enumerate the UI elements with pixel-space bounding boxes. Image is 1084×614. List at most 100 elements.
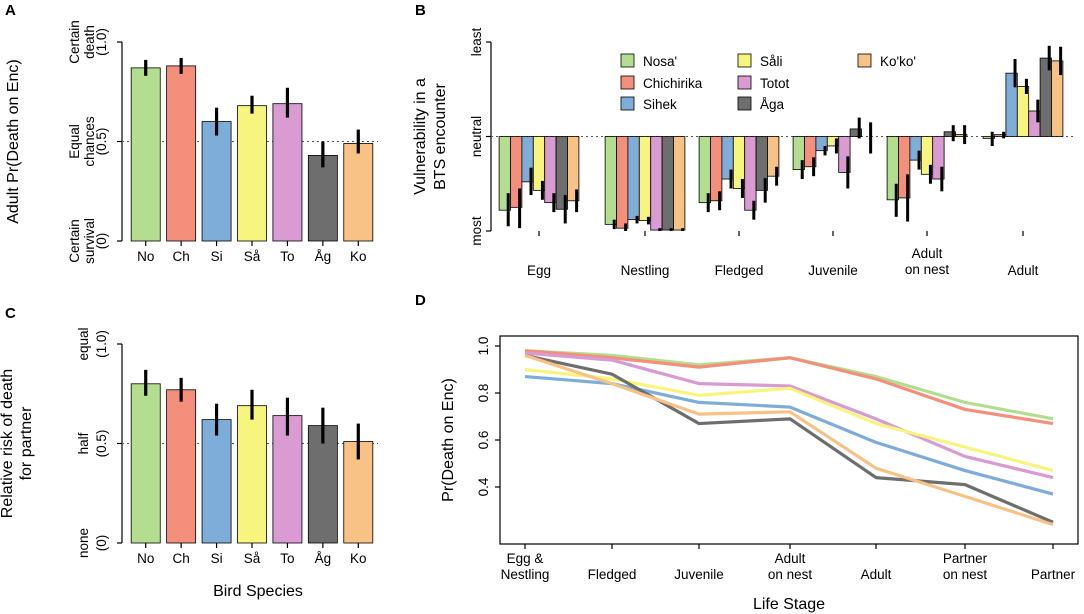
y-tick-label: Equalchances	[67, 116, 97, 167]
x-tick-label: Juvenile	[674, 567, 724, 582]
legend-swatch	[857, 53, 872, 68]
bar	[1051, 60, 1064, 137]
bar	[955, 134, 968, 137]
legend-swatch	[737, 96, 752, 111]
x-tick-label: Partner on nest	[943, 551, 988, 582]
x-tick-label: Juvenile	[808, 263, 858, 278]
x-tick-label: Fledged	[588, 567, 637, 582]
x-tick-label: Adult	[861, 567, 892, 582]
legend-label: Ko'ko'	[880, 54, 916, 69]
x-axis-label: Bird Species	[213, 583, 303, 600]
bar	[343, 143, 374, 242]
y-tick-label: neutral	[469, 116, 484, 157]
x-tick-label: To	[280, 249, 294, 264]
bar	[544, 136, 557, 204]
x-tick-label: Adult	[1008, 263, 1039, 278]
bar	[201, 419, 232, 544]
y-tick-number: (0.5)	[94, 430, 109, 458]
bar	[237, 405, 267, 544]
bar	[698, 136, 711, 204]
y-tick-label-group: half (0.5)	[76, 430, 109, 458]
x-tick-label: Nestling	[621, 263, 670, 278]
bar	[272, 415, 303, 544]
bar	[237, 105, 267, 242]
legend-label: Sihek	[643, 97, 677, 112]
legend-label: Totot	[760, 76, 790, 91]
bar	[307, 425, 338, 544]
y-tick-label: 0.6	[476, 431, 491, 450]
x-tick-label: Så	[244, 249, 261, 264]
x-tick-label: Ko	[350, 249, 367, 264]
y-tick-label: equal	[76, 327, 91, 360]
legend-swatch	[737, 53, 752, 68]
x-tick-label: Adult on nest	[905, 246, 950, 277]
y-tick-label-group: Certaindeath(1.0)	[67, 20, 109, 64]
bar	[627, 136, 640, 221]
y-axis-label: Pr(Death on Enc)	[440, 378, 457, 502]
bar	[130, 67, 161, 242]
y-axis-label: Vulnerability in a BTS encounter	[412, 78, 449, 195]
x-tick-label: To	[280, 551, 294, 566]
legend-swatch	[620, 75, 635, 90]
x-tick-label: Fledged	[715, 263, 764, 278]
panel-letter: B	[415, 2, 426, 19]
y-tick-label: most	[469, 216, 484, 246]
bar	[710, 136, 723, 202]
x-tick-label: No	[137, 551, 154, 566]
y-tick-label: half	[76, 432, 91, 454]
legend-swatch	[737, 75, 752, 90]
x-tick-label: Si	[211, 249, 223, 264]
y-tick-label: Certaindeath	[67, 20, 97, 64]
panel-letter: D	[415, 292, 426, 309]
x-tick-label: Ko	[350, 551, 367, 566]
bar	[943, 131, 956, 137]
bar	[744, 136, 757, 211]
series-line	[524, 351, 1054, 480]
bar	[307, 155, 338, 242]
x-tick-label: Åg	[315, 551, 332, 566]
x-tick-label: Partner	[1031, 567, 1076, 582]
series-line	[524, 374, 1054, 496]
series-line	[524, 367, 1054, 473]
y-tick-number: (0)	[94, 535, 109, 552]
bar	[130, 383, 161, 544]
legend-swatch	[620, 53, 635, 68]
y-tick-label-group: none (0)	[76, 528, 109, 558]
series-line	[524, 349, 1054, 426]
x-tick-label: Åg	[315, 249, 332, 264]
panel-d: D 0.4 0.6 0.8 1.0 Egg & Nestling Fledged Juvenil…	[415, 292, 1079, 613]
bar	[567, 136, 580, 202]
y-tick-number: (1.0)	[94, 330, 109, 358]
y-axis-label: Adult Pr(Death on Enc)	[5, 59, 22, 224]
x-tick-label: Adult on nest	[768, 551, 813, 582]
bar	[898, 136, 911, 199]
bar	[661, 136, 674, 231]
bar	[767, 136, 780, 177]
x-tick-label: Så	[244, 551, 261, 566]
y-tick-number: (1.0)	[94, 28, 109, 56]
y-tick-label: 0.4	[476, 477, 491, 496]
y-axis-label: Relative risk of death for partner	[0, 369, 35, 518]
y-tick-label: 0.8	[476, 384, 491, 403]
y-tick-number: (0.5)	[94, 128, 109, 156]
x-tick-label: No	[137, 249, 154, 264]
x-tick-label: Egg	[527, 263, 551, 278]
bar	[932, 136, 945, 180]
bar	[604, 136, 617, 225]
x-tick-label: Ch	[173, 551, 190, 566]
y-tick-label: least	[469, 28, 484, 57]
bar	[849, 128, 862, 137]
legend-label: Såli	[760, 54, 783, 69]
y-tick-label: 1.0	[476, 337, 491, 356]
y-tick-label-group: Certainsurvival(0)	[67, 218, 109, 264]
bar	[638, 136, 652, 222]
series-line	[524, 353, 1054, 527]
legend-swatch	[620, 96, 635, 111]
y-tick-label-group: equal (1.0)	[76, 327, 109, 360]
x-tick-label: Si	[211, 551, 223, 566]
x-tick-label: Egg & Nestling	[501, 551, 550, 582]
panel-letter: A	[5, 2, 16, 19]
